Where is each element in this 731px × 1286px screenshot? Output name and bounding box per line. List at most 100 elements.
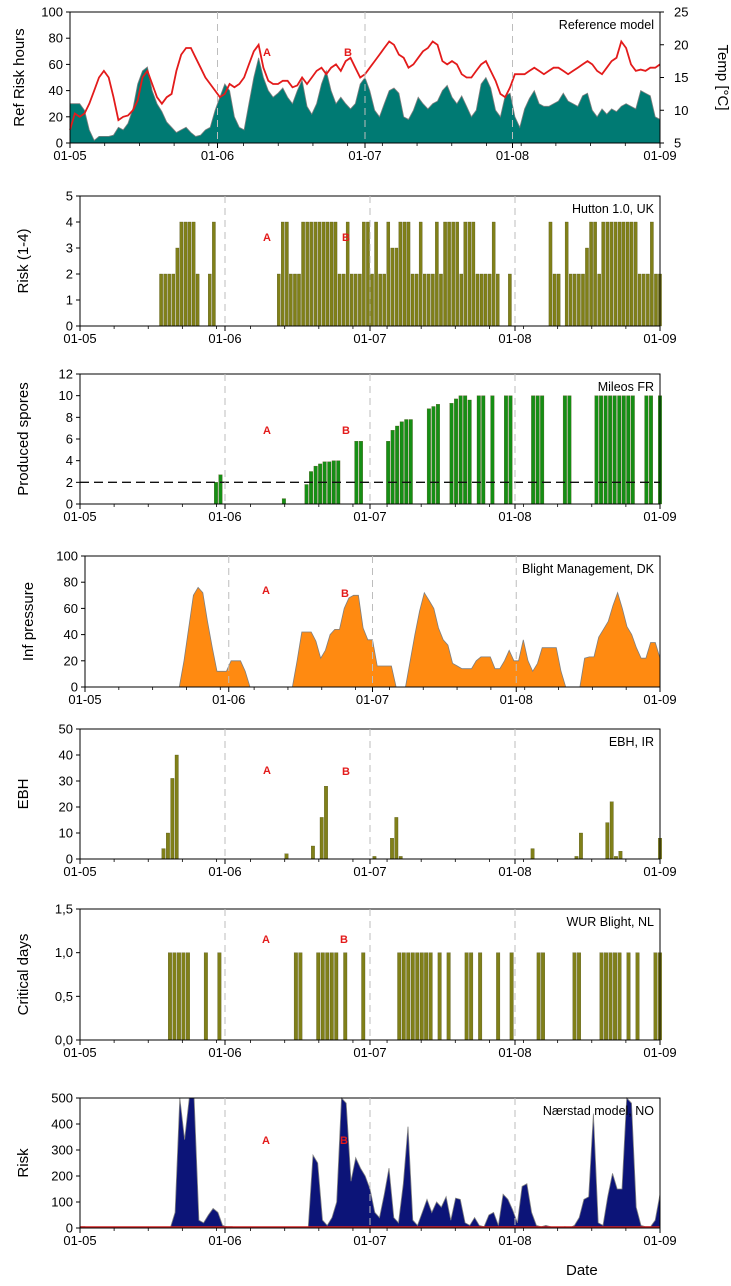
bar [334, 952, 339, 1041]
y-tick-label: 1,0 [55, 945, 73, 960]
marker-a: A [262, 585, 270, 597]
y-tick-label: 0 [71, 680, 78, 695]
bar [386, 441, 391, 505]
bar [654, 273, 658, 327]
x-tick-label: 01-09 [643, 509, 676, 524]
bar [183, 221, 188, 327]
panel-title: WUR Blight, NL [566, 915, 654, 929]
y-tick-label: 0,5 [55, 989, 73, 1004]
bar [327, 461, 332, 505]
x-tick-label: 01-09 [643, 1045, 676, 1060]
bar [653, 952, 658, 1041]
bar [467, 399, 472, 505]
bar [410, 273, 415, 327]
y-tick-label: 100 [56, 549, 78, 564]
marker-a: A [263, 765, 271, 777]
bar [443, 221, 447, 327]
bar [435, 221, 439, 327]
x-tick-label: 01-07 [353, 509, 386, 524]
y2-tick-label: 10 [674, 103, 688, 118]
bar [613, 221, 618, 327]
bar [649, 395, 653, 505]
bar [644, 395, 649, 505]
y2-tick-label: 20 [674, 37, 688, 52]
marker-a: A [263, 232, 271, 244]
x-tick-label: 01-08 [498, 1045, 531, 1060]
bar [172, 952, 177, 1041]
bar [621, 395, 626, 505]
y-tick-label: 20 [59, 800, 73, 815]
y-tick-label: 80 [64, 575, 78, 590]
bar [378, 273, 382, 327]
y2-axis-title: Temp [°C] [714, 44, 731, 110]
bar [562, 395, 567, 505]
x-tick-label: 01-05 [63, 509, 96, 524]
bar [289, 273, 293, 327]
bar [617, 221, 622, 327]
bar [191, 221, 196, 327]
x-tick-label: 01-07 [353, 1233, 386, 1248]
y-tick-label: 0 [66, 852, 73, 867]
panel-title: EBH, IR [609, 735, 654, 749]
bar [401, 952, 406, 1041]
y-axis-title: Risk [15, 1148, 32, 1178]
marker-b: B [340, 934, 348, 946]
bar [166, 832, 170, 860]
bar [281, 221, 285, 327]
bar [354, 273, 358, 327]
bar [490, 395, 495, 505]
bar [508, 395, 513, 505]
bar [629, 221, 634, 327]
y2-tick-label: 15 [674, 70, 688, 85]
x-tick-label: 01-09 [643, 148, 676, 163]
y-tick-label: 8 [66, 410, 73, 425]
bar [608, 952, 613, 1041]
bar [179, 221, 184, 327]
marker-b: B [342, 232, 350, 244]
panel-ebh: 01-05 01-06 01-07 01-08 01-09 0 10 20 30 40 50 EBH E… [15, 722, 677, 880]
bar [585, 247, 589, 327]
bar [540, 395, 545, 505]
bar [541, 952, 545, 1041]
bar [317, 221, 322, 327]
bar [309, 471, 313, 505]
bar [320, 952, 325, 1041]
bar [487, 273, 492, 327]
panel-naerstad: 01-05 01-06 01-07 01-08 01-09 0 100 200 300 400 50… [15, 1091, 677, 1249]
bar [301, 221, 305, 327]
y-tick-label: 60 [64, 601, 78, 616]
bar [447, 221, 451, 327]
bar [212, 221, 216, 327]
bar [609, 221, 614, 327]
bar [337, 273, 342, 327]
bar [605, 221, 610, 327]
x-tick-label: 01-08 [498, 509, 531, 524]
bar [479, 273, 484, 327]
bar [343, 952, 348, 1041]
bar [390, 247, 395, 327]
marker-a: A [263, 425, 271, 437]
panel-mileos: 01-05 01-06 01-07 01-08 01-09 0 2 4 6 8 10 12 Produc… [15, 367, 677, 525]
bar [605, 822, 610, 860]
y-tick-label: 60 [49, 57, 63, 72]
bar [437, 952, 442, 1041]
bar [297, 273, 301, 327]
bar [311, 845, 315, 860]
y-tick-label: 0 [66, 319, 73, 334]
y-tick-label: 4 [66, 215, 73, 230]
panel-title: Reference model [559, 18, 654, 32]
bar [397, 952, 402, 1041]
bar [573, 273, 577, 327]
bar [491, 221, 496, 327]
bar [572, 952, 577, 1041]
bar [504, 395, 508, 505]
bar [577, 273, 581, 327]
bar [394, 247, 399, 327]
bar [458, 395, 463, 505]
bar [419, 952, 424, 1041]
bar [325, 952, 330, 1041]
y-axis-title: Critical days [15, 934, 32, 1016]
y-tick-label: 2 [66, 267, 73, 282]
y-tick-label: 3 [66, 241, 73, 256]
bar [217, 952, 222, 1041]
